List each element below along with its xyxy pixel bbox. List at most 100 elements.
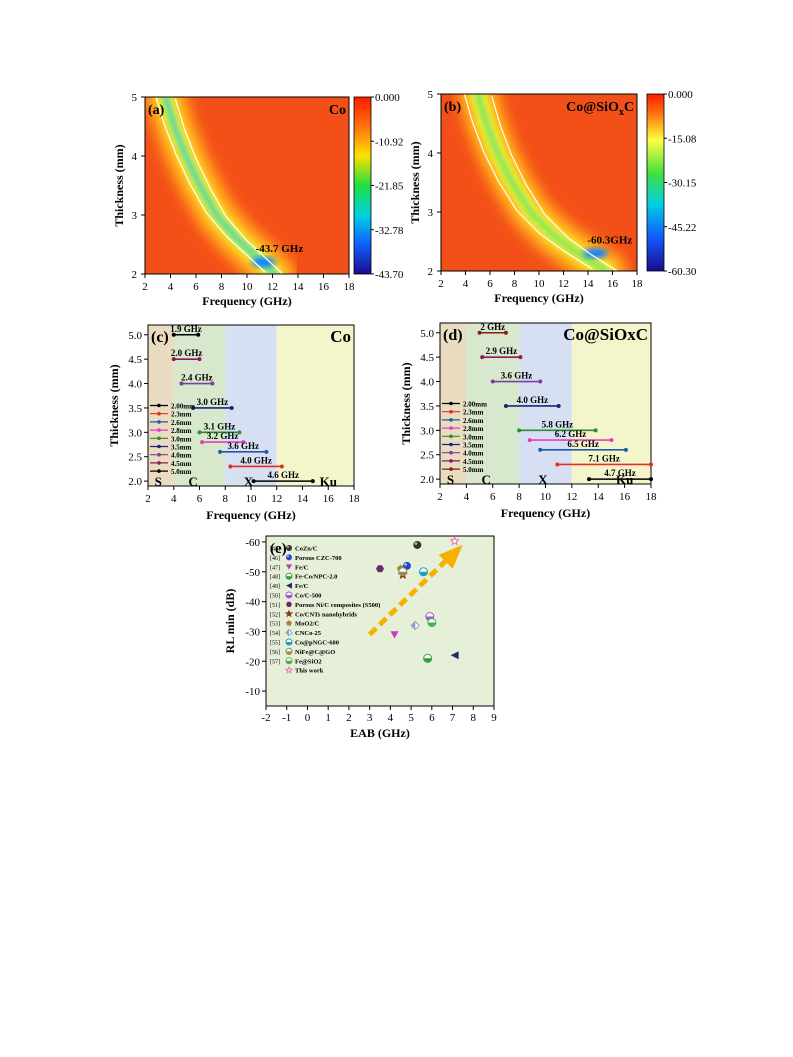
legend-marker-shine (286, 555, 290, 558)
legend-label-part: MoO2/C (295, 621, 319, 628)
x-tick-label: 14 (297, 493, 309, 505)
band-label: S (155, 474, 162, 489)
legend-label: 4.0mm (463, 450, 484, 458)
data-point (413, 540, 422, 549)
heatmap-field (441, 94, 637, 271)
bar-end-marker (196, 332, 201, 337)
heatmap-panel-1: 2 4 6 8 10 12 14 16 18 2 3 4 5 Frequency (GHz) Thickne… (408, 89, 697, 305)
legend-label: This work (295, 668, 324, 675)
x-tick-label: 4 (388, 712, 394, 724)
data-point-fill (419, 571, 428, 576)
x-axis-label: Frequency (GHz) (501, 506, 590, 520)
y-tick-label: 3.0 (420, 425, 434, 437)
data-point-shine (414, 542, 418, 545)
material-label: Co (329, 103, 346, 118)
data-point-shine (404, 563, 407, 566)
min-rl-annotation: -60.3GHz (587, 234, 632, 246)
legend-ref: [47] (270, 565, 280, 571)
panel-label: (e) (270, 541, 287, 557)
legend-label: Fe@SiO2 (295, 658, 322, 665)
legend-label: 3.5mm (463, 442, 484, 450)
legend-label: 2.8mm (171, 427, 192, 435)
y-tick-label: 4.5 (128, 354, 142, 366)
legend-marker (286, 564, 292, 570)
bandwidth-label: 1.9 GHz (170, 324, 202, 334)
colorbar-tick-label: -32.78 (375, 225, 404, 237)
x-tick-label: -2 (261, 712, 270, 724)
x-tick-label: 16 (318, 281, 330, 293)
bar-end-marker (538, 379, 543, 384)
x-tick-label: 5 (408, 712, 414, 724)
x-axis-label: EAB (GHz) (350, 726, 410, 740)
x-tick-label: 16 (323, 493, 335, 505)
bandwidth-label: 2 GHz (480, 322, 505, 332)
bar-end-marker (490, 379, 495, 384)
colorbar (646, 93, 665, 272)
legend-marker-fill (286, 660, 292, 664)
x-tick-label: 8 (223, 493, 229, 505)
x-tick-label: 10 (540, 491, 552, 503)
bandwidth-label: 4.0 GHz (240, 455, 272, 465)
legend-label: Co/CNTs nanohybrids (295, 611, 358, 618)
x-tick-label: 10 (242, 281, 254, 293)
bar-end-marker (200, 440, 205, 445)
legend-label: 2.3mm (463, 409, 484, 417)
legend-ref: [57] (270, 659, 280, 665)
x-tick-label: 12 (267, 281, 278, 293)
colorbar-tick-label: -15.08 (668, 133, 697, 145)
band-ku (571, 323, 651, 484)
x-tick-label: 2 (437, 491, 443, 503)
legend-label: 4.5mm (463, 458, 484, 466)
bar-end-marker (191, 405, 196, 410)
legend-marker (157, 436, 161, 441)
x-tick-label: 1 (325, 712, 331, 724)
x-tick-label: 6 (197, 493, 203, 505)
legend-marker (449, 401, 453, 406)
x-tick-label: 0 (305, 712, 311, 724)
panel-label: (b) (444, 100, 461, 115)
legend-ref: [48] (270, 575, 280, 581)
y-axis-label: Thickness (mm) (107, 364, 121, 446)
x-tick-label: 14 (583, 278, 595, 290)
legend-ref: [45] (270, 547, 280, 553)
legend-marker (449, 434, 453, 439)
min-rl-annotation: -43.7 GHz (256, 243, 304, 255)
x-tick-label: 3 (367, 712, 373, 724)
colorbar-tick-label: -30.15 (668, 178, 697, 190)
bar-end-marker (197, 357, 202, 362)
bar-end-marker (241, 440, 246, 445)
legend-marker (286, 582, 292, 589)
bandwidth-label: 6.5 GHz (567, 439, 599, 449)
legend-label: 3.0mm (463, 433, 484, 441)
material-label: Co (330, 327, 351, 346)
y-tick-label: 3 (428, 207, 434, 219)
panel-label: (d) (443, 327, 463, 344)
y-tick-label: 2.5 (128, 452, 142, 464)
y-tick-label: 3.5 (128, 403, 142, 415)
heatmap-minimum (583, 248, 608, 259)
y-tick-label: -20 (245, 656, 260, 668)
bar-end-marker (279, 464, 284, 469)
bar-end-marker (218, 449, 223, 454)
y-tick-label: 5.0 (128, 330, 142, 342)
bandwidth-label: 6.2 GHz (555, 429, 587, 439)
bandwidth-label: 5.8 GHz (542, 419, 574, 429)
y-tick-label: -10 (245, 686, 260, 698)
y-axis-label: RL min (dB) (223, 589, 237, 654)
x-tick-label: 12 (558, 278, 569, 290)
bar-end-marker (480, 355, 485, 360)
legend-marker (157, 428, 161, 432)
colorbar-tick-label: -60.30 (668, 266, 697, 278)
data-point (450, 651, 459, 660)
bandwidth-label: 4.7 GHz (604, 468, 636, 478)
x-tick-label: 6 (490, 491, 496, 503)
contour-line-left (463, 94, 593, 270)
legend-label: 2.6mm (463, 417, 484, 425)
bandwidth-label: 2.4 GHz (181, 373, 213, 383)
trend-arrow-head (438, 544, 463, 569)
legend-label: Porous CZC-700 (295, 555, 342, 562)
legend-label: 3.5mm (171, 444, 192, 452)
x-tick-label: 4 (168, 281, 174, 293)
bar-end-marker (518, 355, 523, 360)
